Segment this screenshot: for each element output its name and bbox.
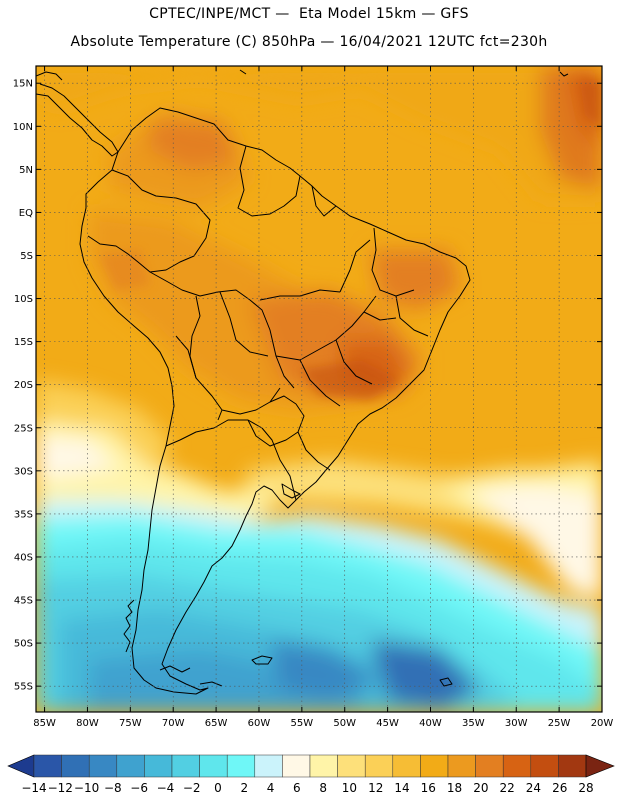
map-frame bbox=[35, 65, 603, 713]
lat-label: 10S bbox=[14, 294, 33, 305]
colorbar-swatch bbox=[420, 754, 449, 778]
colorbar-swatch bbox=[530, 754, 559, 778]
latitude-labels: 15N 10N 5N EQ 5S 10S 15S 20S 25S 30S 35S 40S 45S 50S 5… bbox=[13, 79, 33, 693]
lat-label: 55S bbox=[14, 682, 33, 693]
axis-ticks bbox=[36, 66, 603, 712]
colorbar-swatch bbox=[502, 754, 532, 778]
lat-label: 10N bbox=[13, 122, 33, 133]
colorbar-label: −2 bbox=[183, 781, 201, 795]
lat-label: 30S bbox=[14, 466, 33, 477]
lon-label: 70W bbox=[162, 718, 185, 729]
lon-label: 65W bbox=[205, 718, 228, 729]
lon-label: 55W bbox=[291, 718, 314, 729]
colorbar-label: 22 bbox=[500, 781, 515, 795]
colorbar-swatch bbox=[447, 754, 476, 778]
lon-label: 80W bbox=[76, 718, 99, 729]
colorbar-swatch bbox=[199, 754, 228, 778]
colorbar bbox=[7, 754, 615, 778]
colorbar-arrow-right bbox=[585, 754, 615, 778]
colorbar-swatch bbox=[282, 754, 311, 778]
colorbar-label: 12 bbox=[368, 781, 383, 795]
colorbar-label: −12 bbox=[48, 781, 73, 795]
lat-label: 15S bbox=[14, 337, 33, 348]
lat-label: 15N bbox=[13, 79, 33, 90]
lat-label: 40S bbox=[14, 552, 33, 563]
longitude-labels: 85W 80W 75W 70W 65W 60W 55W 50W 45W 40W 35W 30W 25W 2… bbox=[33, 718, 613, 729]
lon-label: 75W bbox=[119, 718, 142, 729]
colorbar-swatch bbox=[309, 754, 338, 778]
colorbar-swatch bbox=[144, 754, 173, 778]
lat-label: 5N bbox=[19, 165, 33, 176]
colorbar-swatch bbox=[254, 754, 283, 778]
lon-label: 85W bbox=[33, 718, 56, 729]
lon-label: 20W bbox=[591, 718, 614, 729]
colorbar-swatch bbox=[226, 754, 256, 778]
colorbar-label: 0 bbox=[214, 781, 222, 795]
colorbar-swatch bbox=[61, 754, 90, 778]
coastline bbox=[36, 69, 569, 695]
lon-label: 35W bbox=[462, 718, 485, 729]
colorbar-label: −8 bbox=[104, 781, 122, 795]
colorbar-label: 10 bbox=[342, 781, 357, 795]
colorbar-label: 28 bbox=[578, 781, 593, 795]
lat-label: 45S bbox=[14, 596, 33, 607]
colorbar-labels: −14 −12 −10 −8 −6 −4 −2 0 2 4 6 8 10 12 14 16 18 20 22 24 26… bbox=[21, 781, 593, 795]
colorbar-label: 26 bbox=[552, 781, 567, 795]
lon-label: 60W bbox=[248, 718, 271, 729]
colorbar-swatch bbox=[558, 754, 587, 778]
colorbar-label: 4 bbox=[267, 781, 275, 795]
lon-label: 30W bbox=[505, 718, 528, 729]
colorbar-swatch bbox=[171, 754, 200, 778]
colorbar-label: −6 bbox=[130, 781, 148, 795]
colorbar-label: 2 bbox=[240, 781, 248, 795]
lon-label: 50W bbox=[333, 718, 356, 729]
colorbar-label: 8 bbox=[319, 781, 327, 795]
chart-subtitle: Absolute Temperature (C) 850hPa — 16/04/… bbox=[70, 34, 548, 50]
lon-label: 40W bbox=[419, 718, 442, 729]
colorbar-label: 14 bbox=[394, 781, 409, 795]
colorbar-label: 6 bbox=[293, 781, 301, 795]
colorbar-label: −14 bbox=[21, 781, 46, 795]
colorbar-label: −4 bbox=[157, 781, 175, 795]
lat-label: 35S bbox=[14, 509, 33, 520]
colorbar-swatch bbox=[364, 754, 394, 778]
colorbar-swatch bbox=[392, 754, 421, 778]
lat-label: 20S bbox=[14, 380, 33, 391]
colorbar-swatch bbox=[337, 754, 366, 778]
colorbar-arrow-left bbox=[7, 754, 35, 778]
lon-label: 45W bbox=[376, 718, 399, 729]
colorbar-swatch bbox=[475, 754, 504, 778]
colorbar-label: 16 bbox=[421, 781, 436, 795]
colorbar-label: 18 bbox=[447, 781, 462, 795]
chart-title: CPTEC/INPE/MCT — Eta Model 15km — GFS bbox=[149, 6, 469, 22]
colorbar-swatch bbox=[33, 754, 62, 778]
lat-label: 5S bbox=[20, 251, 33, 262]
lon-label: 25W bbox=[548, 718, 571, 729]
lat-label: EQ bbox=[19, 208, 33, 219]
lat-label: 25S bbox=[14, 423, 33, 434]
colorbar-label: 20 bbox=[473, 781, 488, 795]
colorbar-label: −10 bbox=[74, 781, 99, 795]
colorbar-swatch bbox=[116, 754, 145, 778]
lat-label: 50S bbox=[14, 639, 33, 650]
colorbar-label: 24 bbox=[526, 781, 541, 795]
colorbar-swatch bbox=[88, 754, 118, 778]
